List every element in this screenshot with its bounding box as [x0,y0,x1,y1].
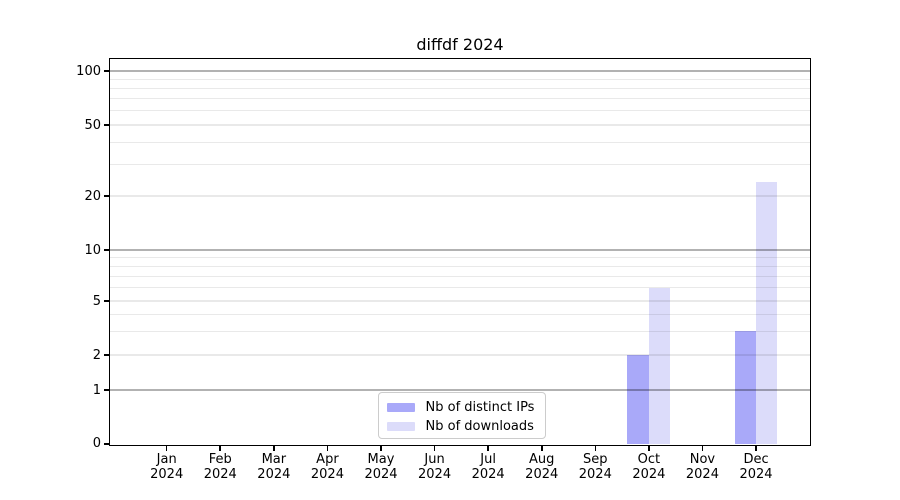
x-tick-label-line: 2024 [632,467,666,482]
x-tick-feb-2024 [219,445,222,451]
x-tick-label-line: Jan [156,452,177,467]
minor-gridline-y-90 [110,78,810,80]
x-tick-label-apr-2024: Apr 2024 [290,452,364,482]
x-tick-label-line: 2024 [525,467,559,482]
bar-nb-of-downloads-dec-2024 [756,181,778,444]
y-tick-2 [103,354,110,356]
x-tick-label-line: 2024 [471,467,505,482]
x-tick-label-line: 2024 [739,467,773,482]
x-tick-label-line: 2024 [685,467,719,482]
y-tick-50 [103,124,110,126]
minor-gridline-y-3 [110,330,810,332]
minor-gridline-y-6 [110,286,810,289]
x-tick-label-line: Aug [529,452,555,467]
minor-gridline-y-40 [110,141,810,143]
x-tick-jan-2024 [165,445,168,451]
x-tick-sep-2024 [594,445,597,451]
x-tick-may-2024 [380,445,382,451]
x-tick-label-line: 2024 [203,467,237,482]
y-tick-label-5: 5 [92,293,101,309]
minor-gridline-y-8 [110,265,810,267]
x-tick-label-oct-2024: Oct 2024 [612,452,686,482]
major-gridline-y-1 [110,389,810,391]
y-tick-label-10: 10 [84,242,101,258]
y-tick-0 [103,443,110,445]
x-tick-oct-2024 [648,445,650,451]
y-tick-label-100: 100 [76,63,101,79]
major-gridline-y-100 [110,70,810,72]
y-tick-label-1: 1 [92,382,101,398]
major-gridline-y-10 [110,249,810,251]
minor-gridline-y-7 [110,275,810,277]
x-tick-label-line: Oct [637,452,661,467]
x-tick-label-line: 2024 [257,467,291,482]
x-tick-label-jul-2024: Jul 2024 [451,452,525,482]
y-tick-label-20: 20 [84,188,101,204]
minor-gridline-y-50 [110,124,810,126]
y-tick-1 [103,389,110,391]
x-tick-nov-2024 [701,445,704,451]
x-tick-label-line: 2024 [364,467,398,482]
x-tick-label-nov-2024: Nov 2024 [665,452,739,482]
legend: Nb of distinct IPs Nb of downloads [377,391,546,439]
x-tick-jun-2024 [433,445,436,451]
x-tick-label-line: Nov [689,452,716,467]
minor-gridline-y-30 [110,163,810,166]
minor-gridline-y-80 [110,87,810,89]
x-tick-label-line: Sep [583,452,608,467]
legend-item-distinct-ips: Nb of distinct IPs [386,398,545,417]
x-tick-label-aug-2024: Aug 2024 [505,452,579,482]
x-tick-label-line: 2024 [310,467,344,482]
x-tick-mar-2024 [273,445,275,451]
bar-nb-of-downloads-oct-2024 [648,287,671,444]
bar-nb-of-distinct-ips-oct-2024 [627,355,649,444]
x-tick-jul-2024 [487,445,489,451]
x-tick-label-line: 2024 [150,467,184,482]
x-tick-label-line: 2024 [418,467,452,482]
x-tick-aug-2024 [540,445,543,451]
x-tick-dec-2024 [755,445,757,451]
x-tick-label-line: Apr [316,452,339,467]
legend-label-distinct-ips: Nb of distinct IPs [425,399,535,415]
x-tick-label-line: May [367,452,395,467]
minor-gridline-y-60 [110,110,810,112]
x-tick-label-line: Feb [208,452,232,467]
bar-nb-of-distinct-ips-dec-2024 [734,331,757,444]
x-tick-label-jun-2024: Jun 2024 [398,452,472,482]
y-tick-label-0: 0 [92,436,101,452]
minor-gridline-y-4 [110,313,810,315]
x-tick-label-feb-2024: Feb 2024 [183,452,257,482]
chart-title: diffdf 2024 [416,35,504,54]
x-tick-label-line: Jul [480,452,496,467]
y-tick-label-2: 2 [92,347,101,363]
minor-gridline-y-20 [110,195,810,197]
x-tick-label-mar-2024: Mar 2024 [237,452,311,482]
x-tick-label-sep-2024: Sep 2024 [558,452,632,482]
x-tick-label-line: Dec [743,452,769,467]
x-tick-label-line: 2024 [578,467,612,482]
legend-item-downloads: Nb of downloads [386,417,545,436]
y-tick-10 [103,249,110,251]
legend-label-downloads: Nb of downloads [425,418,534,434]
x-tick-apr-2024 [326,445,329,451]
minor-gridline-y-9 [110,257,810,259]
minor-gridline-y-2 [110,354,810,356]
x-tick-label-may-2024: May 2024 [344,452,418,482]
x-tick-label-line: Mar [261,452,287,467]
plot-area-frame [108,57,812,446]
y-tick-5 [103,300,110,302]
minor-gridline-y-5 [110,300,810,302]
x-tick-label-dec-2024: Dec 2024 [719,452,793,482]
minor-gridline-y-70 [110,98,810,100]
legend-swatch-distinct-ips [386,402,415,412]
x-tick-label-jan-2024: Jan 2024 [130,452,204,482]
y-tick-label-50: 50 [84,117,101,133]
y-tick-20 [103,195,110,197]
legend-swatch-downloads [386,421,415,431]
x-tick-label-line: Jun [424,452,445,467]
y-tick-100 [103,70,110,72]
